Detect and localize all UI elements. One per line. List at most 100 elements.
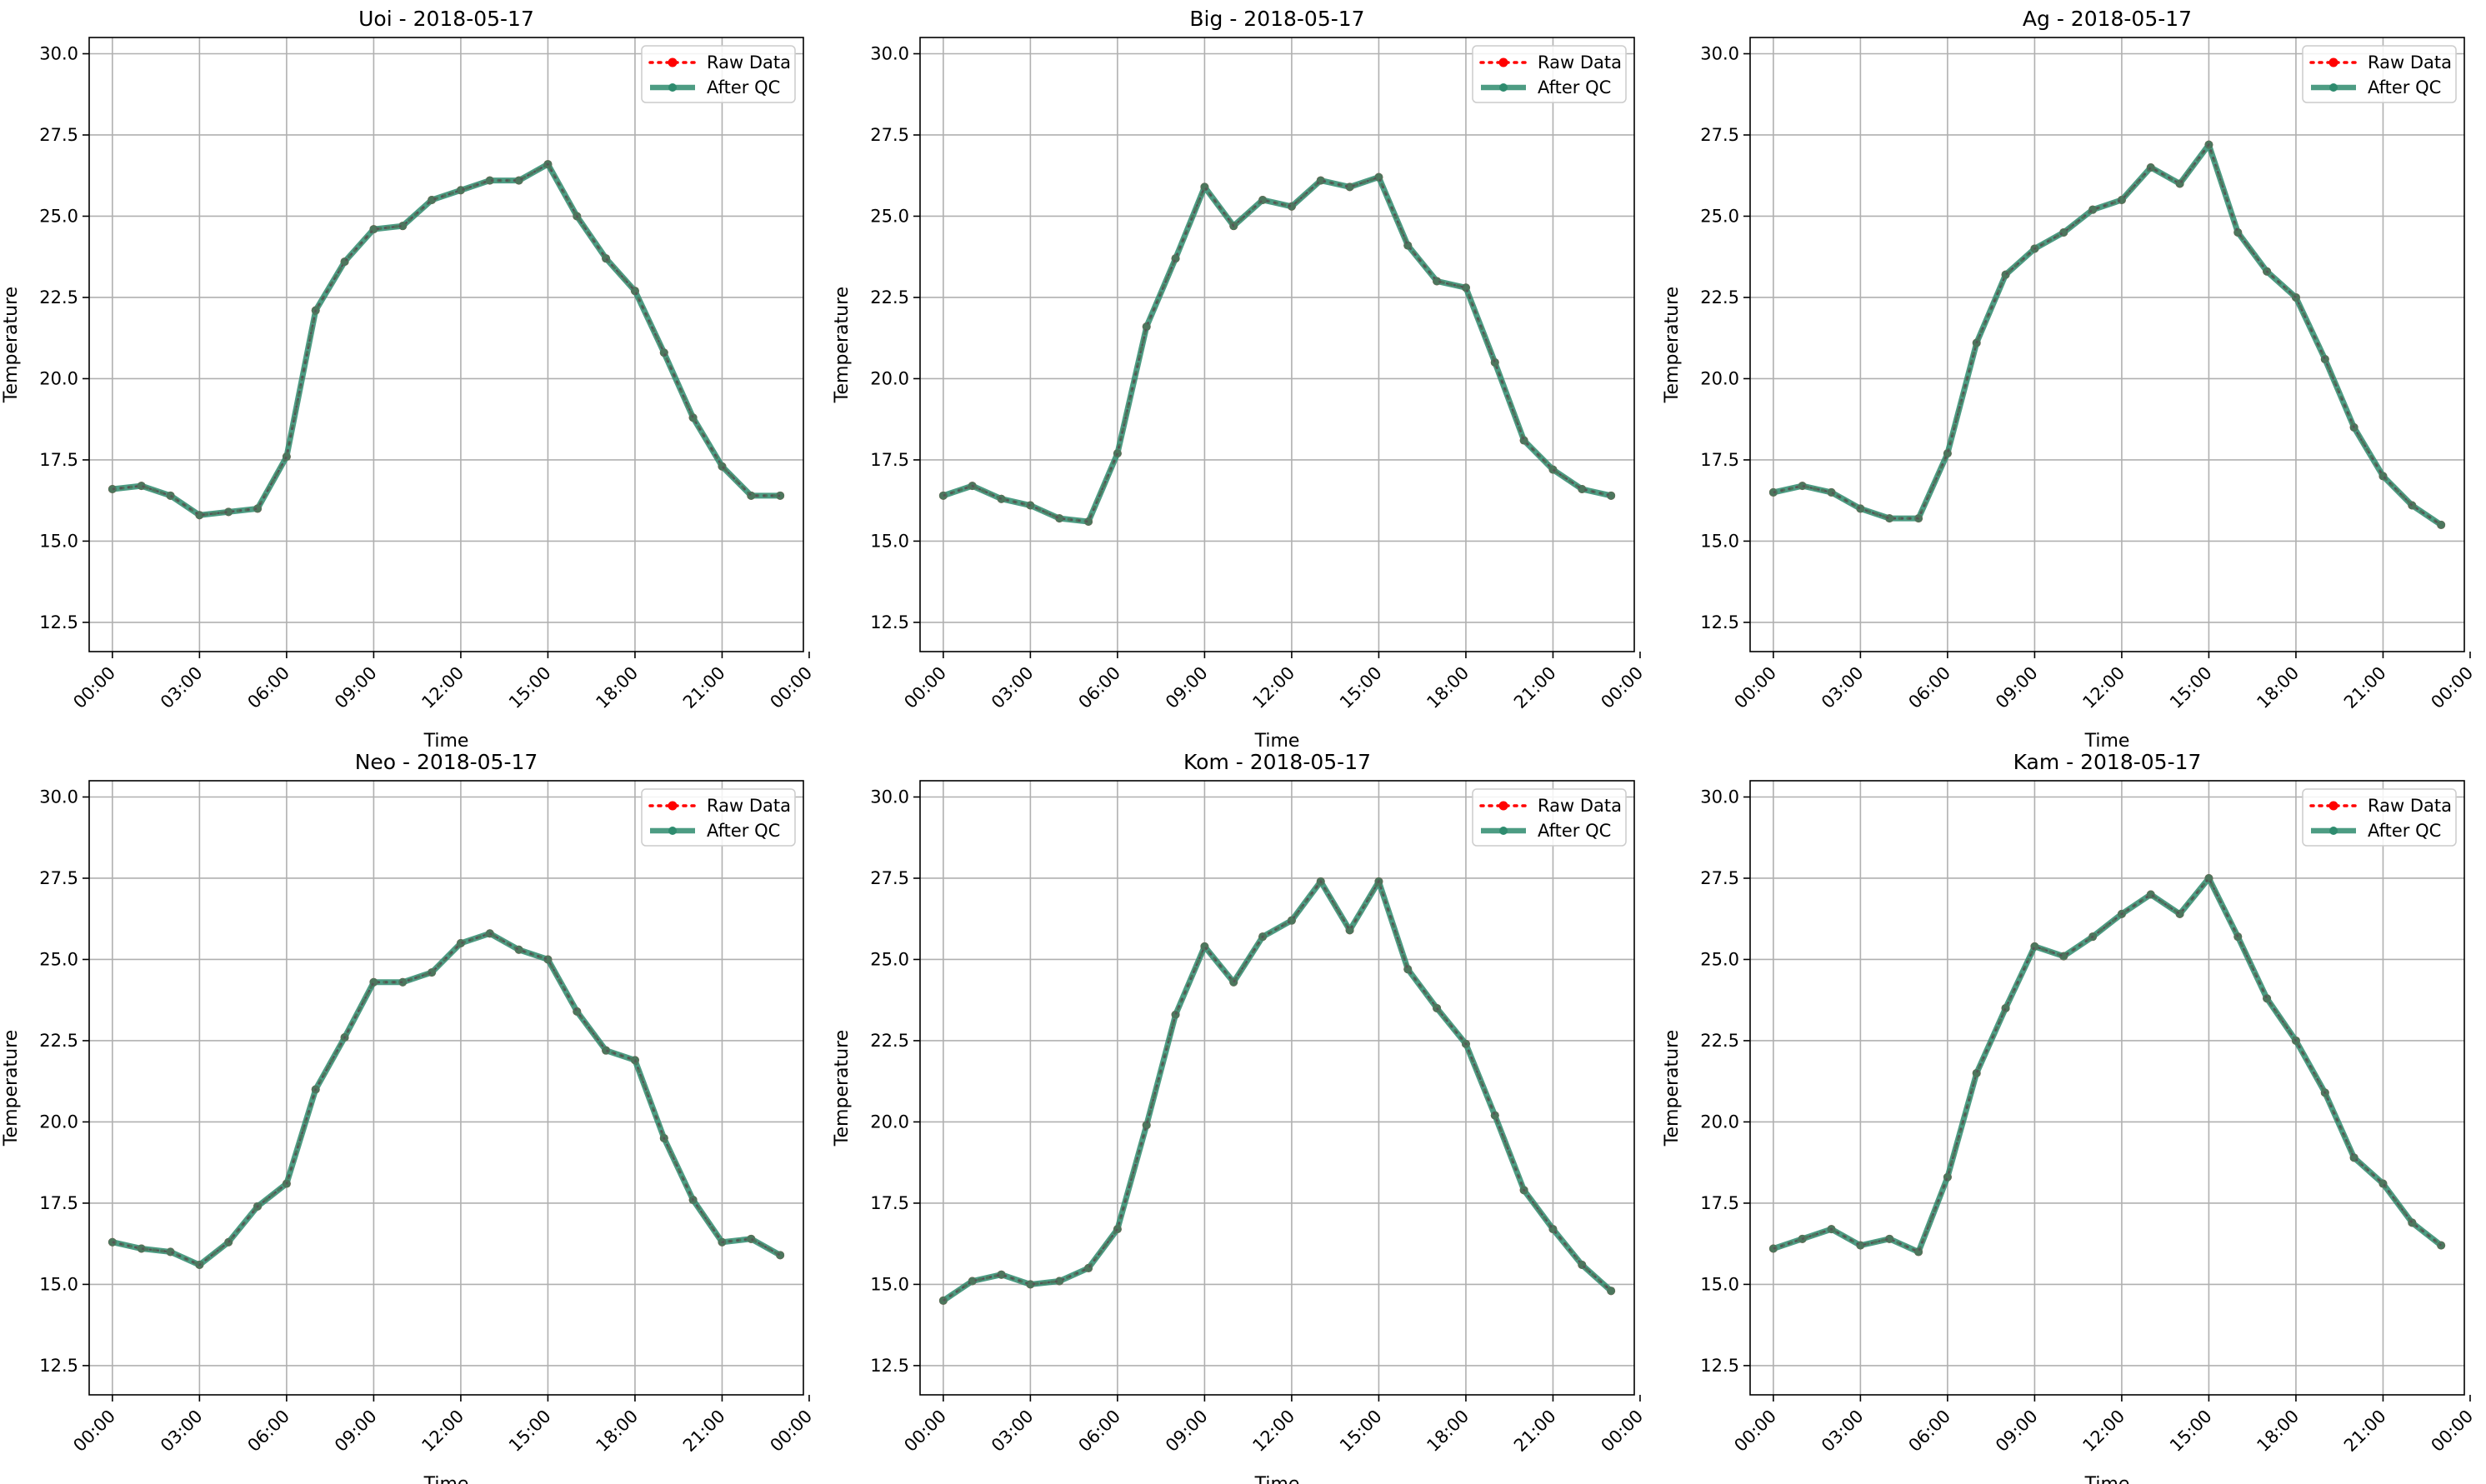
y-tick-label: 17.5 xyxy=(870,450,909,470)
y-tick-label: 22.5 xyxy=(1700,287,1739,307)
series-after-qc xyxy=(108,160,785,520)
data-point xyxy=(543,955,553,964)
series-raw-data xyxy=(1768,140,2446,529)
data-point xyxy=(166,491,175,500)
chart-title: Kom - 2018-05-17 xyxy=(1183,750,1371,774)
y-tick-label: 30.0 xyxy=(39,787,78,807)
series-line-overlay xyxy=(1773,876,2442,1254)
y-tick-label: 30.0 xyxy=(870,43,909,63)
legend-qc-label: After QC xyxy=(707,77,780,97)
series-raw-data xyxy=(938,172,1616,527)
series-line xyxy=(1770,875,2444,1255)
x-tick-label: 18:00 xyxy=(2253,1406,2303,1456)
y-tick-label: 15.0 xyxy=(870,531,909,551)
data-point xyxy=(1403,241,1413,250)
x-tick-label: 12:00 xyxy=(418,1406,468,1456)
series-after-qc xyxy=(1768,140,2446,529)
chart-title: Kam - 2018-05-17 xyxy=(2013,750,2202,774)
x-tick-label: 21:00 xyxy=(1510,662,1560,712)
x-axis-label: Time xyxy=(2084,1474,2130,1484)
series-raw-data xyxy=(1768,873,2446,1257)
data-point xyxy=(224,507,233,517)
x-tick-label: 21:00 xyxy=(679,662,729,712)
data-point xyxy=(456,186,465,195)
x-tick-label: 09:00 xyxy=(331,1406,381,1456)
y-tick-label: 27.5 xyxy=(39,868,78,888)
data-point xyxy=(514,176,523,185)
data-point xyxy=(166,1247,175,1257)
data-point xyxy=(1943,449,1952,458)
data-point xyxy=(137,482,146,491)
y-tick-label: 20.0 xyxy=(39,1112,78,1132)
data-point xyxy=(137,1244,146,1253)
chart-panel-5: 00:00 03:00 06:00 09:00 12:00 15:00 18:00 21:00… xyxy=(832,750,1647,1484)
x-tick-label: 15:00 xyxy=(2166,1406,2216,1456)
legend-raw-label: Raw Data xyxy=(2368,52,2452,72)
legend-qc-marker xyxy=(1499,827,1508,835)
y-tick-label: 27.5 xyxy=(39,125,78,145)
y-tick-label: 12.5 xyxy=(1700,612,1739,632)
series-line xyxy=(1772,142,2443,527)
x-axis-label: Time xyxy=(423,1474,469,1484)
legend-qc-marker xyxy=(2329,827,2338,835)
y-tick-label: 25.0 xyxy=(39,206,78,226)
x-tick-label: 00:00 xyxy=(69,1406,119,1456)
data-point xyxy=(1885,1234,1894,1243)
data-point xyxy=(659,348,668,357)
x-axis-label: Time xyxy=(1254,731,1300,752)
x-tick-label: 00:00 xyxy=(1730,662,1780,712)
x-tick-label: 18:00 xyxy=(2253,662,2303,712)
legend-qc-label: After QC xyxy=(1538,77,1611,97)
legend-raw-marker xyxy=(2328,801,2338,811)
y-tick-label: 25.0 xyxy=(870,206,909,226)
y-tick-label: 27.5 xyxy=(870,868,909,888)
series-after-qc xyxy=(938,877,1616,1305)
legend: Raw Data After QC xyxy=(641,45,796,103)
data-point xyxy=(688,413,698,422)
y-tick-label: 22.5 xyxy=(39,1031,78,1051)
x-tick-label: 21:00 xyxy=(2340,1406,2390,1456)
data-point xyxy=(1084,1263,1093,1272)
series-line xyxy=(1772,877,2443,1254)
x-tick-label: 18:00 xyxy=(592,1406,642,1456)
axes-frame xyxy=(88,780,804,1396)
x-tick-label: 06:00 xyxy=(1074,662,1124,712)
legend-qc-marker xyxy=(668,827,677,835)
x-tick-label: 06:00 xyxy=(1904,1406,1954,1456)
series-raw-data xyxy=(938,877,1616,1305)
data-point xyxy=(1084,517,1093,527)
x-tick-label: 06:00 xyxy=(1074,1406,1124,1456)
y-tick-label: 20.0 xyxy=(870,1112,909,1132)
data-point xyxy=(1798,482,1807,491)
x-tick-label: 15:00 xyxy=(1336,662,1386,712)
series-after-qc xyxy=(1768,873,2446,1257)
data-point xyxy=(282,452,291,462)
x-tick-label: 00:00 xyxy=(766,662,816,712)
data-point xyxy=(1433,277,1442,286)
data-point xyxy=(1403,965,1413,974)
series-line xyxy=(111,932,782,1267)
data-point xyxy=(2408,1218,2417,1227)
y-tick-label: 22.5 xyxy=(1700,1031,1739,1051)
data-point xyxy=(1374,172,1383,182)
series-line xyxy=(109,161,783,518)
legend-raw-label: Raw Data xyxy=(707,52,791,72)
data-point xyxy=(2001,270,2010,279)
series-raw-data xyxy=(108,929,785,1270)
series-line-overlay xyxy=(943,878,1612,1302)
x-tick-label: 12:00 xyxy=(1248,662,1298,712)
data-point xyxy=(776,1251,785,1260)
data-point xyxy=(2117,195,2126,204)
x-tick-label: 18:00 xyxy=(592,662,642,712)
legend-raw-label: Raw Data xyxy=(2368,796,2452,816)
axes-frame xyxy=(919,780,1635,1396)
data-point xyxy=(1856,504,1865,513)
data-point xyxy=(1856,1241,1865,1250)
chart-panel-2: 00:00 03:00 06:00 09:00 12:00 15:00 18:00 21:00… xyxy=(832,7,1647,752)
chart-panel-4: 00:00 03:00 06:00 09:00 12:00 15:00 18:00 21:00… xyxy=(1,750,816,1484)
data-point xyxy=(456,938,465,947)
x-tick-label: 09:00 xyxy=(331,662,381,712)
y-tick-label: 22.5 xyxy=(870,1031,909,1051)
x-tick-label: 00:00 xyxy=(1597,662,1647,712)
chart-title: Neo - 2018-05-17 xyxy=(355,750,538,774)
